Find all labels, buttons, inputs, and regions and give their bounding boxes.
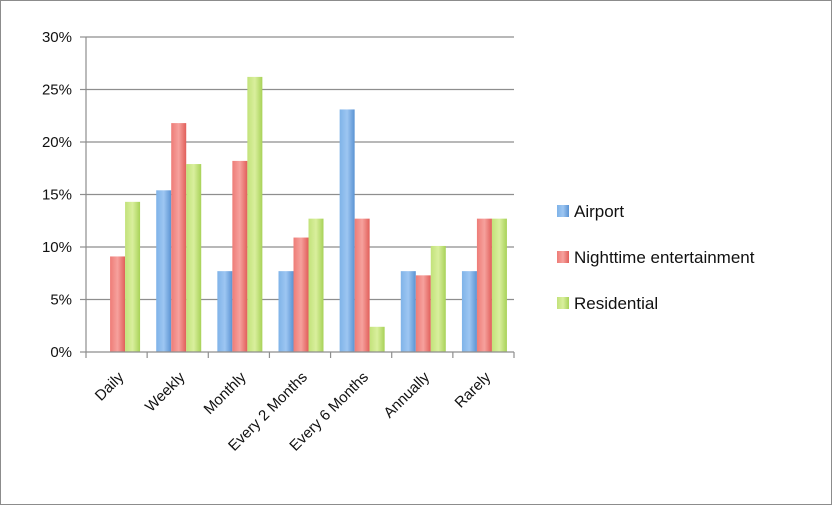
bar-airport-weekly [156, 190, 172, 352]
legend-swatch-nighttime-entertainment [557, 251, 569, 263]
legend-label: Residential [574, 294, 658, 313]
bar-airport-annually [400, 271, 416, 352]
bar-residential-annually [430, 245, 446, 352]
legend-label: Airport [574, 202, 624, 221]
x-category-label: Daily [92, 368, 128, 404]
bar-airport-every-6-months [339, 109, 355, 352]
bar-nighttime-entertainment-weekly [171, 123, 187, 352]
bar-nighttime-entertainment-every-2-months [293, 237, 309, 352]
y-tick-label: 25% [42, 82, 72, 99]
bar-nighttime-entertainment-rarely [476, 218, 492, 352]
x-category-label: Weekly [142, 368, 189, 415]
bar-airport-rarely [461, 271, 477, 352]
bars [110, 76, 507, 353]
bar-residential-every-6-months [369, 326, 385, 352]
x-category-label: Monthly [201, 368, 251, 418]
legend: Airport Nighttime entertainment Residentia… [557, 202, 755, 313]
y-tick-label: 10% [42, 239, 72, 256]
x-category-label: Annually [380, 368, 433, 421]
bar-residential-every-2-months [308, 218, 324, 352]
legend-label: Nighttime entertainment [574, 248, 755, 267]
y-tick-label: 0% [50, 344, 72, 361]
x-category-label: Rarely [452, 368, 495, 411]
y-tick-label: 15% [42, 187, 72, 204]
bar-nighttime-entertainment-every-6-months [354, 218, 370, 352]
bar-residential-monthly [247, 76, 263, 353]
bar-nighttime-entertainment-annually [415, 275, 431, 352]
bar-residential-weekly [186, 164, 202, 352]
bar-nighttime-entertainment-daily [110, 256, 126, 352]
x-axis [85, 37, 515, 358]
bar-airport-every-2-months [278, 271, 294, 352]
y-tick-label: 30% [42, 29, 72, 46]
y-tick-label: 5% [50, 292, 72, 309]
legend-swatch-airport [557, 205, 569, 217]
bar-airport-monthly [217, 271, 233, 352]
y-axis-ticks: 0% 5% 10% 15% 20% 25% 30% [42, 29, 86, 361]
bar-residential-rarely [491, 218, 507, 352]
bar-nighttime-entertainment-monthly [232, 160, 248, 352]
legend-swatch-residential [557, 297, 569, 309]
bar-residential-daily [125, 201, 141, 352]
y-tick-label: 20% [42, 134, 72, 151]
